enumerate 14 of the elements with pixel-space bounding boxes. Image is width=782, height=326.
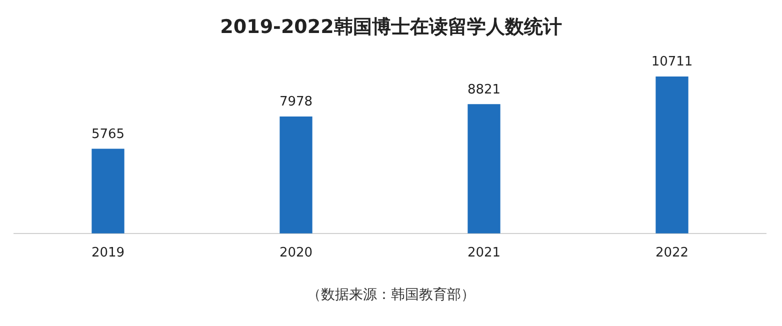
bar xyxy=(280,116,312,234)
bar xyxy=(92,148,124,234)
data-label: 10711 xyxy=(651,54,693,70)
data-label: 5765 xyxy=(91,127,125,142)
bar xyxy=(656,76,688,234)
data-label: 8821 xyxy=(467,82,501,98)
x-tick-label: 2019 xyxy=(91,246,125,261)
x-tick-label: 2022 xyxy=(655,246,689,261)
text: （数据来源：韩国教育部） xyxy=(306,286,476,304)
x-tick-label: 2020 xyxy=(279,246,313,261)
data-label: 7978 xyxy=(279,94,313,110)
chart-title: 2019-2022韩国博士在读留学人数统计 xyxy=(219,15,563,40)
x-tick-label: 2021 xyxy=(467,246,501,261)
bar xyxy=(468,104,500,234)
